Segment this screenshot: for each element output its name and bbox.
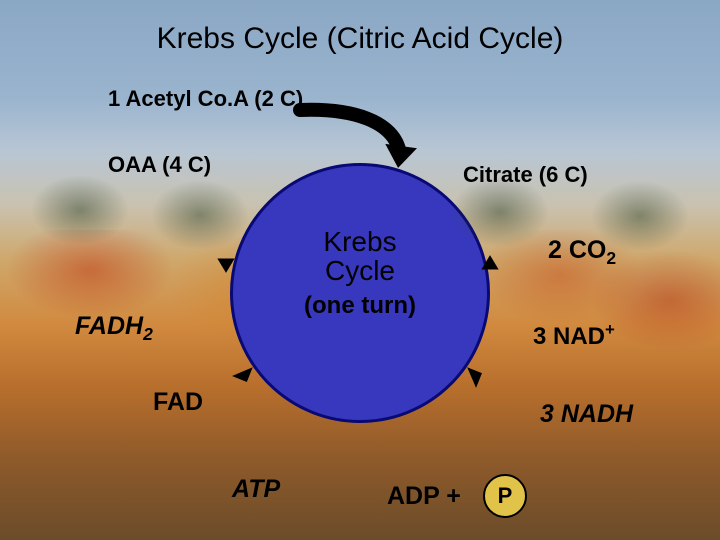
cycle-center-label: Krebs Cycle (one turn) — [230, 227, 490, 320]
diagram-root: Krebs Cycle (Citric Acid Cycle) Krebs Cy… — [0, 0, 720, 540]
label-nadplus: 3 NAD+ — [533, 320, 615, 351]
label-co2: 2 CO2 — [548, 236, 616, 269]
phosphate-letter: P — [498, 483, 513, 508]
page-title: Krebs Cycle (Citric Acid Cycle) — [0, 22, 720, 56]
phosphate-badge: P — [483, 474, 527, 518]
label-fad: FAD — [153, 388, 203, 417]
label-oaa: OAA (4 C) — [108, 152, 211, 178]
center-line3: (one turn) — [304, 292, 416, 319]
title-text: Krebs Cycle (Citric Acid Cycle) — [157, 22, 564, 55]
label-fadh2: FADH2 — [75, 312, 153, 345]
label-adp: ADP + — [387, 482, 461, 511]
label-atp: ATP — [232, 475, 280, 504]
label-nadh: 3 NADH — [540, 400, 633, 429]
label-acetyl: 1 Acetyl Co.A (2 C) — [108, 86, 303, 112]
center-line2: Cycle — [325, 255, 395, 286]
label-citrate: Citrate (6 C) — [463, 162, 588, 188]
center-line1: Krebs — [323, 226, 396, 257]
